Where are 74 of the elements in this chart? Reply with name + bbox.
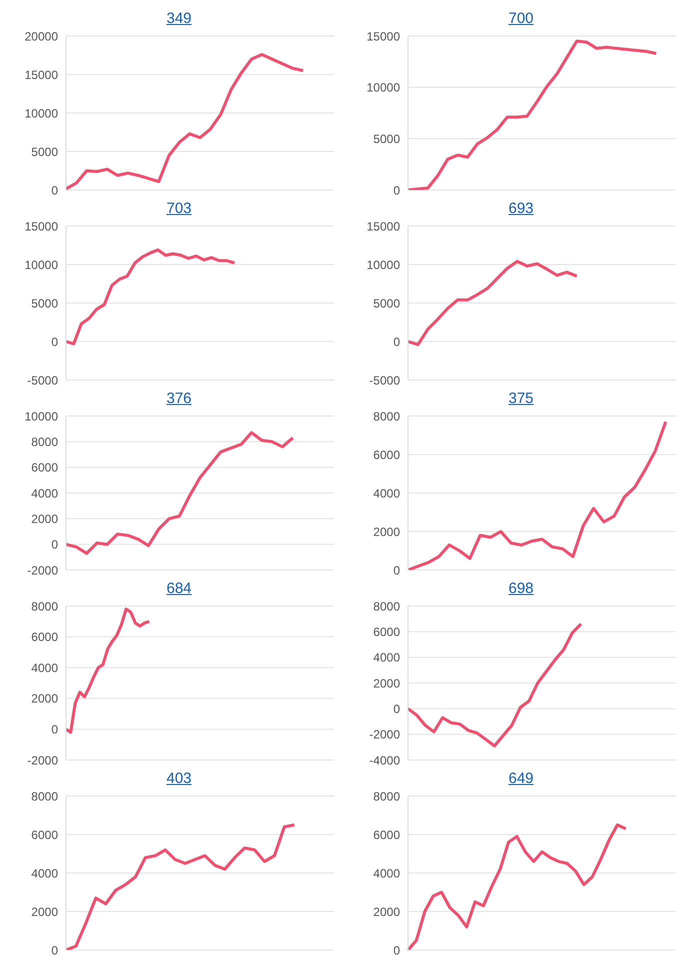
y-tick-label: 0 — [393, 183, 400, 198]
y-tick-label: 10000 — [366, 258, 400, 272]
y-tick-label: 2000 — [373, 676, 400, 690]
y-tick-label: 10000 — [24, 258, 58, 272]
line-series — [406, 260, 578, 346]
y-tick-label: 10000 — [366, 80, 400, 95]
line-series — [406, 622, 582, 748]
y-tick-label: 0 — [393, 334, 400, 349]
y-tick-label: 4000 — [373, 650, 400, 665]
y-tick-label: 10000 — [24, 409, 58, 424]
y-tick-label: 8000 — [373, 409, 400, 424]
y-tick-label: -2000 — [369, 728, 400, 742]
y-tick-label: -5000 — [27, 373, 58, 388]
line-series — [64, 52, 305, 190]
y-tick-label: 2000 — [31, 904, 58, 919]
y-tick-label: 5000 — [31, 296, 58, 310]
y-tick-label: 4000 — [31, 866, 58, 880]
y-tick-label: 8000 — [31, 789, 58, 804]
y-tick-label: 15000 — [24, 68, 58, 82]
y-tick-label: 20000 — [24, 29, 58, 44]
y-tick-label: 5000 — [373, 296, 400, 310]
chart-title: 375 — [507, 389, 535, 409]
y-tick-label: 4000 — [373, 486, 400, 500]
y-tick-label: 0 — [51, 183, 58, 198]
y-tick-label: 6000 — [373, 624, 400, 639]
y-tick-label: 2000 — [31, 692, 58, 706]
y-tick-label: 6000 — [31, 630, 58, 644]
line-series — [406, 40, 658, 190]
y-tick-label: 2000 — [373, 904, 400, 919]
y-tick-label: 0 — [393, 702, 400, 716]
y-tick-label: 0 — [51, 722, 58, 736]
y-tick-label: 2000 — [31, 512, 58, 526]
y-tick-label: 15000 — [366, 219, 400, 234]
chart-title: 649 — [507, 769, 535, 789]
y-tick-label: 6000 — [31, 460, 58, 475]
y-tick-label: 5000 — [373, 132, 400, 146]
y-tick-label: 2000 — [373, 524, 400, 539]
y-tick-label: 4000 — [31, 486, 58, 500]
y-tick-label: 0 — [51, 334, 58, 349]
chart-title: 376 — [165, 389, 193, 409]
y-tick-label: 8000 — [31, 434, 58, 449]
chart-title: 693 — [507, 199, 535, 219]
y-tick-label: 6000 — [373, 828, 400, 842]
line-series — [406, 823, 628, 950]
y-tick-label: 0 — [51, 538, 58, 552]
y-tick-label: 0 — [51, 943, 58, 958]
chart-title: 349 — [165, 9, 193, 29]
chart-title: 700 — [507, 9, 535, 29]
y-tick-label: 10000 — [24, 106, 58, 120]
y-tick-label: 15000 — [24, 219, 58, 234]
y-tick-label: 4000 — [31, 660, 58, 675]
y-tick-label: 0 — [393, 563, 400, 578]
y-tick-label: 6000 — [373, 448, 400, 462]
y-tick-label: -4000 — [369, 753, 400, 768]
y-tick-label: 8000 — [31, 599, 58, 614]
chart-title: 698 — [507, 579, 535, 599]
chart-title: 703 — [165, 199, 193, 219]
y-tick-label: 6000 — [31, 828, 58, 842]
y-tick-label: -2000 — [27, 563, 58, 578]
y-tick-label: 4000 — [373, 866, 400, 880]
y-tick-label: -2000 — [27, 753, 58, 768]
chart-title: 684 — [165, 579, 193, 599]
chart-title: 403 — [165, 769, 193, 789]
y-tick-label: 8000 — [373, 599, 400, 614]
line-series — [64, 608, 151, 734]
y-tick-label: 15000 — [366, 29, 400, 44]
y-tick-label: -5000 — [369, 373, 400, 388]
y-tick-label: 8000 — [373, 789, 400, 804]
y-tick-label: 0 — [393, 943, 400, 958]
line-series — [406, 420, 668, 570]
y-tick-label: 5000 — [31, 144, 58, 159]
line-series — [64, 248, 236, 346]
line-series — [64, 431, 294, 555]
line-series — [64, 823, 296, 950]
